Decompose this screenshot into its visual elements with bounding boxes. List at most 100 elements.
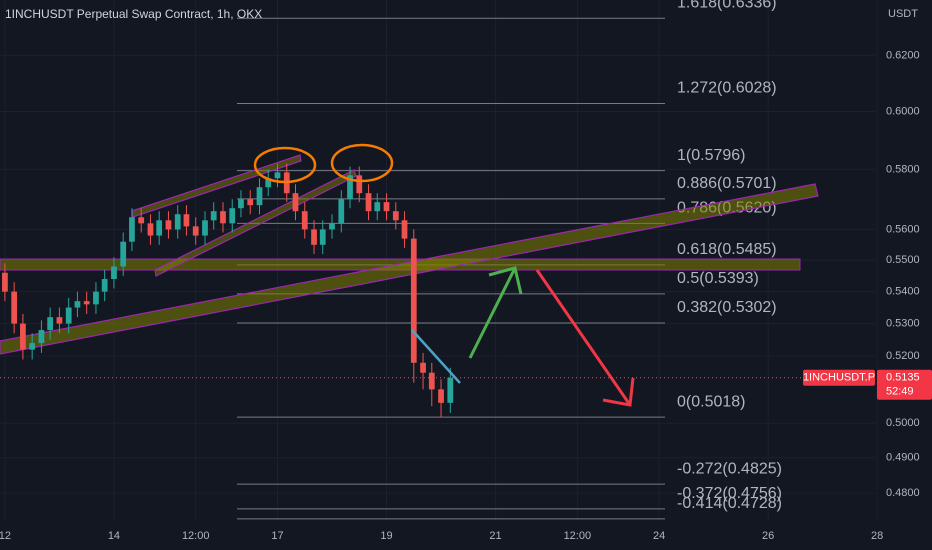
candle-body [247,199,254,206]
y-tick-label: 0.6000 [886,105,920,117]
candle-body [29,343,36,350]
candle-body [274,172,281,179]
candle-body [74,301,81,308]
y-tick-label: 0.5600 [886,223,920,235]
fib-label: 0.5(0.5393) [677,270,759,287]
candle-body [202,220,208,236]
candle-body [93,291,99,305]
currency-label: USDT [888,8,918,20]
fib-label: 1.618(0.6336) [677,0,777,11]
symbol-tag-bg [803,369,875,386]
candle-body [147,223,154,236]
x-tick-label: 12:00 [182,530,210,542]
down-arrow [535,269,635,407]
fib-label: -0.414(0.4728) [677,495,782,512]
axes: 0.6200 0.6000 0.5800 0.5600 0.5500 0.5400 0.53… [0,49,932,542]
y-tick-label: 0.4900 [886,452,920,464]
candle-body [428,372,435,390]
top-circle [330,143,394,183]
candle-body [65,307,72,324]
candle-body [256,187,263,206]
up-arrow [468,266,523,359]
x-tick-label: 19 [380,530,392,542]
candle-body [83,301,90,305]
top-circle [253,146,317,184]
trend-line [411,329,461,384]
x-tick-label: 21 [489,530,501,542]
candle-body [365,193,372,212]
price-tag-bg [877,369,932,400]
candle-body [138,217,145,224]
chart-title: 1INCHUSDT Perpetual Swap Contract, 1h, O… [5,7,262,21]
candle-body [374,202,381,212]
candle-body [2,272,8,292]
y-tick-label: 0.6200 [886,49,920,61]
candle-body [210,211,217,221]
symbol-tag: 1INCHUSDT.P [803,372,875,384]
y-tick-label: 0.4800 [886,487,920,499]
candle-body [174,214,181,230]
y-tick-label: 0.5500 [886,254,920,266]
countdown: 52:49 [886,386,914,398]
fib-label: 1.272(0.6028) [677,80,777,97]
candle-body [120,241,127,267]
candle-body [311,229,317,245]
x-tick-label: 28 [871,530,883,542]
candle-body [101,279,108,292]
candle-body [401,220,408,239]
candle-body [20,323,26,350]
candle-body [38,330,45,344]
x-tick-label: 14 [108,530,120,542]
candle-body [319,229,326,245]
x-tick-label: 17 [271,530,283,542]
candle-body [183,214,190,227]
candle-body [329,223,335,230]
trend-band [0,183,819,355]
candle-body [265,178,272,188]
candle-body [420,362,426,373]
y-tick-label: 0.5000 [886,417,920,429]
candle-body [383,202,390,212]
candle-body [392,211,399,221]
y-tick-label: 0.5800 [886,163,920,175]
candles [2,163,454,418]
candle-body [165,220,172,230]
candle-body [47,317,54,331]
x-tick-label: 24 [653,530,665,542]
candle-body [238,199,244,209]
fib-retracement: 1.618(0.6336) 1.272(0.6028) 1(0.5796) 0.886… [237,0,782,520]
candle-body [156,220,163,236]
fib-label: 1(0.5796) [677,147,746,164]
candle-body [56,317,63,324]
price-tag: 0.5135 [886,372,920,384]
candle-body [220,211,226,224]
x-tick-label: 12:00 [564,530,592,542]
fib-label: 0.886(0.5701) [677,175,777,192]
candle-body [347,175,353,200]
y-tick-label: 0.5400 [886,286,920,298]
candle-body [229,208,236,224]
y-tick-label: 0.5300 [886,318,920,330]
candle-body [301,211,308,230]
candle-body [447,377,454,403]
candle-body [11,291,18,324]
candle-body [438,389,444,403]
candle-body [356,175,363,194]
fib-label: -0.272(0.4825) [677,460,782,477]
candle-body [111,266,117,280]
candle-body [292,193,299,212]
fib-label: 0.618(0.5485) [677,241,777,258]
x-tick-label: 26 [762,530,774,542]
candle-body [410,238,417,363]
fib-label: 0.382(0.5302) [677,299,777,316]
candle-body [192,226,199,236]
channel-upper [131,154,302,218]
channel-lower [154,169,357,277]
fib-label: 0(0.5018) [677,393,746,410]
candle-body [129,217,135,242]
fib-label: -0.372(0.4756) [677,485,782,502]
x-tick-label: 12 [0,530,11,542]
candle-body [338,199,345,224]
y-tick-label: 0.5200 [886,350,920,362]
